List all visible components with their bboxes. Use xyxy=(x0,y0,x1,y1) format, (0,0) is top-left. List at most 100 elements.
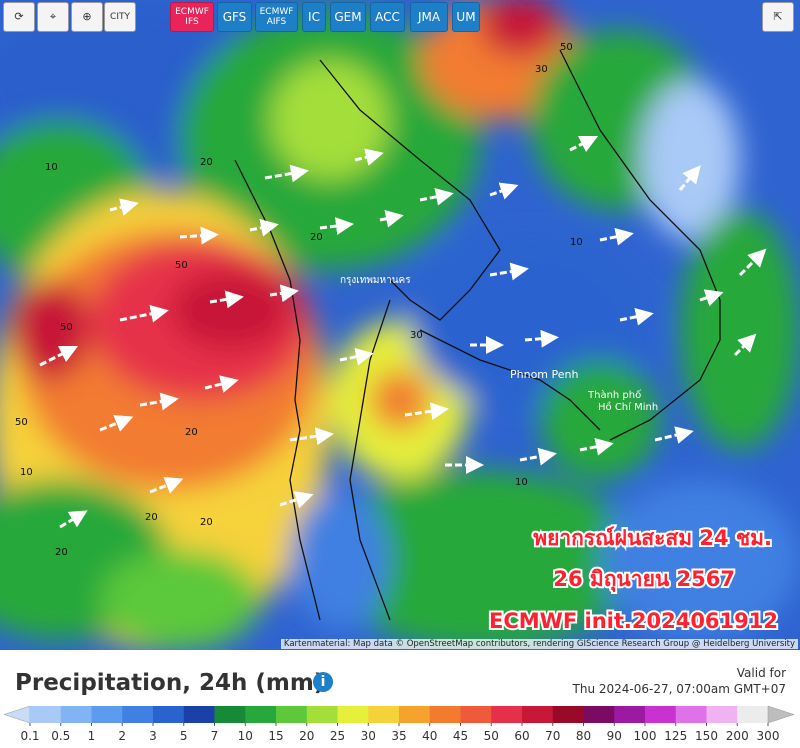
zoom-button[interactable]: ⊕ xyxy=(71,2,103,32)
legend-label: 90 xyxy=(607,729,622,743)
wind-arrow xyxy=(39,345,79,367)
wind-arrow xyxy=(738,248,767,277)
wind-arrow xyxy=(404,402,449,421)
wind-arrow xyxy=(249,218,279,237)
contour-label: 30 xyxy=(410,330,423,341)
model-button[interactable]: UM xyxy=(452,2,480,32)
precip-field xyxy=(0,0,800,650)
legend-swatch xyxy=(522,706,554,723)
legend-end xyxy=(3,705,31,724)
wind-arrow xyxy=(654,426,694,444)
model-button[interactable]: GFS xyxy=(217,2,252,32)
legend-swatch xyxy=(183,706,215,723)
contour-label: 20 xyxy=(145,512,158,523)
model-button[interactable]: JMA xyxy=(410,2,448,32)
contour-label: 10 xyxy=(45,162,58,173)
map[interactable]: ⟳ ⌖ ⊕ CITY ECMWF IFS GFS ECMWF AIFS IC GEM AC… xyxy=(0,0,800,650)
locate-button[interactable]: ⌖ xyxy=(37,2,69,32)
legend-swatch xyxy=(122,706,154,723)
model-button[interactable]: ACC xyxy=(370,2,405,32)
legend-swatch xyxy=(30,706,62,723)
wind-arrow xyxy=(149,476,184,494)
wind-arrow xyxy=(519,447,557,466)
wind-arrow xyxy=(354,148,384,166)
wind-arrow xyxy=(289,427,334,446)
wind-arrow xyxy=(179,226,219,245)
legend-swatch xyxy=(583,706,615,723)
model-button[interactable]: IC xyxy=(302,2,326,32)
legend-swatch xyxy=(337,706,369,723)
legend-swatch xyxy=(214,706,246,723)
wind-arrow xyxy=(733,333,757,357)
city-button[interactable]: CITY xyxy=(104,2,136,32)
legend-label: 5 xyxy=(180,729,188,743)
map-labels: กรุงเทพมหานคร Phnom Penh Thành phố Hồ Ch… xyxy=(15,42,780,635)
legend-label: 200 xyxy=(726,729,749,743)
legend-label: 300 xyxy=(757,729,780,743)
contour-label: 50 xyxy=(175,260,188,271)
model-button[interactable]: ECMWF IFS xyxy=(170,2,214,32)
wind-arrow xyxy=(678,165,701,191)
legend-label: 20 xyxy=(299,729,314,743)
wind-arrow xyxy=(379,209,404,228)
wind-arrow xyxy=(619,307,654,326)
legend-label: 60 xyxy=(514,729,529,743)
legend-swatch xyxy=(614,706,646,723)
legend-label: 80 xyxy=(576,729,591,743)
legend-swatch xyxy=(737,706,769,723)
legend-swatch xyxy=(153,706,185,723)
wind-arrow xyxy=(139,392,179,411)
legend-label: 2 xyxy=(118,729,126,743)
wind-arrow xyxy=(419,187,454,206)
legend-swatch xyxy=(91,706,123,723)
wind-arrow xyxy=(489,262,529,281)
contour-label: 20 xyxy=(185,427,198,438)
wind-arrow xyxy=(524,329,559,348)
overlay-date: 26 มิถุนายน 2567 xyxy=(553,567,735,593)
wind-arrow xyxy=(204,375,239,393)
refresh-button[interactable]: ⟳ xyxy=(3,2,35,32)
place-label: Phnom Penh xyxy=(510,368,578,381)
legend-swatch xyxy=(276,706,308,723)
legend-label: 3 xyxy=(149,729,157,743)
model-button[interactable]: GEM xyxy=(330,2,366,32)
overlay-title: พยากรณ์ฝนสะสม 24 ชม. xyxy=(533,526,772,550)
wind-arrow xyxy=(209,290,244,309)
legend-swatch xyxy=(491,706,523,723)
wind-arrow xyxy=(569,135,599,153)
legend-label: 70 xyxy=(545,729,560,743)
footer-title: Precipitation, 24h (mm) xyxy=(15,670,325,696)
legend-label: 0.1 xyxy=(20,729,39,743)
wind-arrow xyxy=(489,182,519,200)
legend-label: 7 xyxy=(211,729,219,743)
legend-end xyxy=(767,705,795,724)
color-legend: 0.1 0.5 1 2 3 5 7 10 15 20 25 30 35 40 45 50 60 70 80 90 100… xyxy=(3,705,795,743)
wind-arrow xyxy=(319,217,354,236)
legend-label: 50 xyxy=(484,729,499,743)
legend-swatch xyxy=(60,706,92,723)
legend-panel: Precipitation, 24h (mm) i Valid for Thu … xyxy=(0,650,800,748)
legend-label: 125 xyxy=(664,729,687,743)
legend-label: 150 xyxy=(695,729,718,743)
wind-arrow xyxy=(269,284,299,303)
model-button[interactable]: ECMWF AIFS xyxy=(255,2,298,32)
legend-swatch xyxy=(706,706,738,723)
legend-label: 25 xyxy=(330,729,345,743)
valid-label: Valid for xyxy=(736,666,786,680)
contour-label: 50 xyxy=(60,322,73,333)
wind-arrow xyxy=(119,304,169,323)
legend-label: 45 xyxy=(453,729,468,743)
contour-label: 20 xyxy=(310,232,323,243)
map-canvas xyxy=(0,0,800,650)
wind-arrow xyxy=(59,510,88,529)
wind-arrow xyxy=(579,437,614,456)
legend-label: 30 xyxy=(361,729,376,743)
info-button[interactable]: i xyxy=(313,672,333,692)
wind-arrow xyxy=(99,414,134,432)
contour-label: 10 xyxy=(20,467,33,478)
legend-swatch xyxy=(552,706,584,723)
share-button[interactable]: ⇱ xyxy=(762,2,794,32)
legend-swatch xyxy=(245,706,277,723)
legend-label: 1 xyxy=(88,729,96,743)
